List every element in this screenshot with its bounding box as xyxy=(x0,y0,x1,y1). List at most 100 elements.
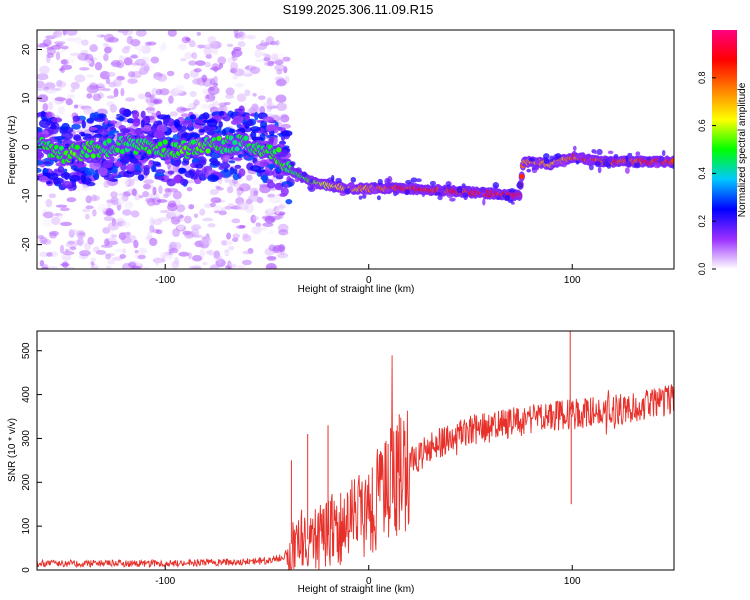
noise-blob xyxy=(301,171,307,178)
noise-blob xyxy=(653,162,661,169)
noise-blob xyxy=(228,160,236,164)
noise-blob xyxy=(213,65,218,73)
noise-blob xyxy=(127,118,135,124)
noise-blob xyxy=(282,56,291,62)
noise-blob xyxy=(140,64,151,72)
noise-blob xyxy=(274,64,286,72)
noise-blob xyxy=(94,61,103,71)
noise-blob xyxy=(670,164,674,169)
y-tick-label: 20 xyxy=(21,44,32,56)
noise-blob xyxy=(68,174,81,182)
noise-blob xyxy=(182,120,188,128)
snr-x-label: Height of straight line (km) xyxy=(298,584,415,595)
noise-blob xyxy=(146,198,156,207)
noise-blob xyxy=(131,210,140,218)
noise-blob xyxy=(237,153,244,159)
noise-blob xyxy=(231,157,243,161)
y-tick-label: 500 xyxy=(21,342,32,359)
noise-blob xyxy=(284,183,289,188)
noise-blob xyxy=(114,161,123,168)
noise-blob xyxy=(145,97,150,103)
noise-blob xyxy=(429,180,437,186)
noise-blob xyxy=(107,71,116,77)
noise-blob xyxy=(48,101,54,111)
noise-blob xyxy=(121,221,132,228)
noise-blob xyxy=(66,197,77,203)
noise-blob xyxy=(69,246,77,251)
noise-blob xyxy=(264,215,276,224)
noise-blob xyxy=(331,174,335,182)
noise-blob xyxy=(369,186,377,191)
noise-blob xyxy=(231,53,238,62)
noise-blob xyxy=(189,114,197,120)
noise-blob xyxy=(276,68,283,75)
noise-blob xyxy=(191,254,203,262)
noise-blob xyxy=(188,204,195,210)
noise-blob xyxy=(167,170,175,175)
noise-blob xyxy=(252,178,260,185)
noise-blob xyxy=(85,195,93,204)
noise-blob xyxy=(265,124,278,132)
noise-blob xyxy=(125,97,136,102)
noise-blob xyxy=(439,189,446,194)
noise-blob xyxy=(268,229,275,235)
noise-blob xyxy=(255,225,268,231)
noise-blob xyxy=(55,51,61,61)
noise-blob xyxy=(129,157,139,164)
noise-blob xyxy=(93,264,104,268)
noise-blob xyxy=(97,204,108,213)
spectrogram-marks xyxy=(37,30,674,269)
noise-blob xyxy=(52,32,58,38)
noise-blob xyxy=(252,216,260,221)
noise-blob xyxy=(236,202,249,211)
noise-blob xyxy=(245,174,253,181)
ridge-point xyxy=(670,158,674,164)
noise-blob xyxy=(241,259,252,266)
noise-blob xyxy=(209,264,220,269)
noise-blob xyxy=(56,34,64,38)
noise-blob xyxy=(261,52,267,57)
noise-blob xyxy=(126,36,133,45)
ridge-point xyxy=(58,145,65,151)
noise-blob xyxy=(221,129,227,137)
ridge-point xyxy=(232,139,238,146)
noise-blob xyxy=(624,167,630,174)
noise-blob xyxy=(264,170,275,176)
ridge-point xyxy=(162,139,168,145)
noise-blob xyxy=(575,153,583,160)
noise-blob xyxy=(137,93,146,100)
noise-blob xyxy=(228,128,236,134)
noise-blob xyxy=(211,47,218,55)
noise-blob xyxy=(251,136,264,142)
noise-blob xyxy=(209,202,216,208)
noise-blob xyxy=(358,195,363,200)
noise-blob xyxy=(93,133,103,138)
noise-blob xyxy=(238,224,246,229)
noise-blob xyxy=(128,262,137,268)
noise-blob xyxy=(43,168,49,173)
noise-blob xyxy=(59,207,70,212)
noise-blob xyxy=(234,108,244,112)
noise-blob xyxy=(201,74,208,83)
noise-blob xyxy=(78,167,90,171)
noise-blob xyxy=(60,59,68,65)
noise-blob xyxy=(445,180,452,187)
noise-blob xyxy=(213,205,223,212)
noise-blob xyxy=(90,261,95,266)
noise-blob xyxy=(307,185,314,191)
noise-blob xyxy=(203,43,213,50)
noise-blob xyxy=(183,72,190,80)
noise-blob xyxy=(63,168,68,173)
noise-blob xyxy=(149,237,158,247)
noise-blob xyxy=(372,181,377,188)
noise-blob xyxy=(606,164,612,169)
noise-blob xyxy=(189,90,197,98)
ridge-point xyxy=(74,144,80,150)
noise-blob xyxy=(159,210,170,214)
noise-blob xyxy=(80,174,87,183)
noise-blob xyxy=(266,30,277,36)
noise-blob xyxy=(172,242,182,250)
noise-blob xyxy=(188,266,196,269)
noise-blob xyxy=(149,224,155,233)
noise-blob xyxy=(130,38,141,47)
